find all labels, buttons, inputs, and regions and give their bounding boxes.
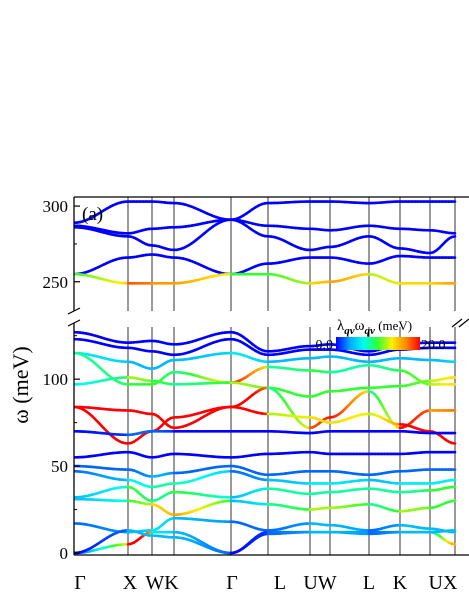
band-line: [74, 430, 457, 437]
kpoint-label: K: [393, 572, 408, 594]
band-line: [74, 464, 457, 478]
kpath-labels: Γ X WK Γ L UW L K UX: [74, 572, 458, 594]
band-line: [74, 530, 457, 555]
colorbar-gradient: [336, 337, 420, 350]
band-line: [74, 469, 457, 489]
kpoint-label: X: [123, 572, 138, 594]
y-axis-label: ω (meV): [8, 346, 33, 423]
band-line: [74, 218, 457, 255]
kpoint-label: L: [363, 572, 375, 594]
kpoint-label: WK: [145, 572, 179, 594]
band-line: [74, 405, 457, 445]
band-line: [74, 497, 457, 517]
kpoint-gridlines: [127, 197, 456, 555]
band-line: [74, 218, 457, 235]
y-tick-label: 250: [43, 273, 69, 292]
band-line: [74, 351, 457, 386]
upper-band-lines: [74, 200, 457, 285]
axis-break-right: [451, 318, 469, 328]
kpoint-label: UX: [429, 572, 458, 594]
band-line: [74, 529, 457, 555]
axis-break-left: [67, 307, 81, 327]
colorbar-min-label: 0.0: [316, 338, 334, 353]
y-tick-label: 0: [60, 544, 69, 563]
colorbar-label: λqνωqν (meV): [337, 318, 412, 337]
panel-label: (a): [82, 204, 103, 225]
colorbar: λqνωqν (meV) 0.0 20.0: [316, 318, 446, 353]
kpoint-label: UW: [303, 572, 336, 594]
band-line: [74, 450, 457, 459]
y-tick-label: 50: [51, 457, 68, 476]
band-line: [74, 272, 457, 285]
kpoint-label: L: [274, 572, 286, 594]
band-line: [74, 485, 457, 503]
plot-frame: [73, 196, 469, 556]
band-line: [74, 386, 457, 430]
kpoint-label: Γ: [226, 572, 238, 594]
y-tick-label: 300: [43, 197, 69, 216]
band-line: [74, 253, 457, 276]
y-tick-label: 100: [43, 370, 69, 389]
band-line: [74, 516, 457, 534]
band-line: [74, 200, 457, 225]
band-line: [74, 351, 457, 371]
y-ticks: 0 50 100 250 300: [43, 197, 80, 563]
colorbar-max-label: 20.0: [421, 338, 446, 353]
kpoint-label: Γ: [74, 572, 86, 594]
lower-band-lines: [74, 330, 457, 555]
